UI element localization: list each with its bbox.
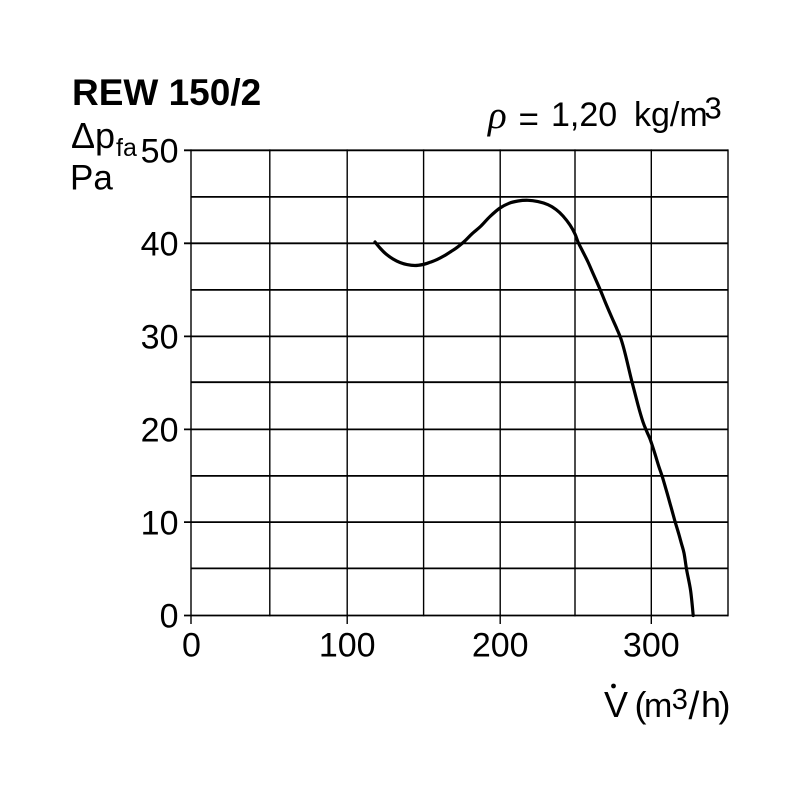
svg-text:m: m — [644, 687, 672, 725]
svg-text:20: 20 — [141, 412, 179, 450]
svg-text:100: 100 — [319, 627, 376, 665]
svg-text:Δp: Δp — [71, 115, 115, 156]
svg-text:=: = — [519, 100, 539, 139]
svg-text:): ) — [719, 684, 731, 725]
svg-text:0: 0 — [182, 627, 201, 665]
svg-text:kg/m: kg/m — [634, 96, 708, 134]
svg-text:200: 200 — [472, 627, 529, 665]
svg-text:40: 40 — [141, 226, 179, 264]
svg-text:fa: fa — [116, 134, 137, 162]
svg-text:10: 10 — [141, 504, 179, 542]
svg-text:30: 30 — [141, 319, 179, 357]
svg-text:300: 300 — [623, 627, 680, 665]
svg-text:3: 3 — [672, 684, 688, 716]
svg-text:0: 0 — [160, 598, 179, 636]
svg-text:Pa: Pa — [70, 159, 113, 198]
svg-text:h: h — [701, 684, 721, 725]
svg-text:50: 50 — [141, 133, 179, 171]
svg-text:ρ: ρ — [487, 94, 507, 137]
svg-text:/: / — [689, 685, 700, 728]
svg-text:(: ( — [635, 684, 647, 725]
svg-text:1,20: 1,20 — [551, 96, 617, 134]
svg-text:V: V — [604, 684, 628, 725]
svg-text:REW 150/2: REW 150/2 — [72, 72, 261, 113]
svg-text:3: 3 — [705, 91, 722, 126]
